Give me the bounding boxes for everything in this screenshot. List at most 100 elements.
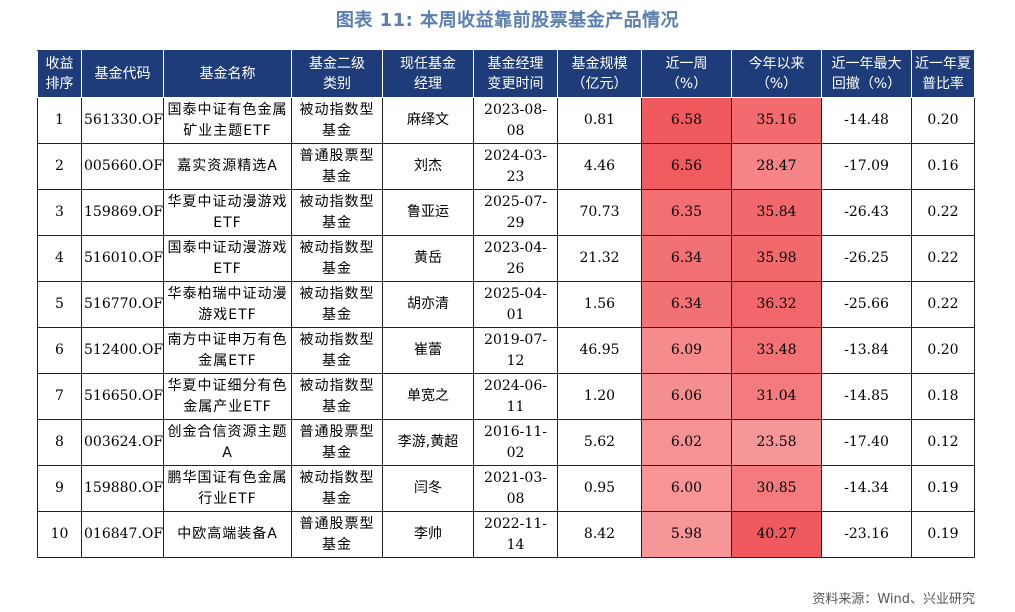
table-row: 7 516650.OF 华夏中证细分有色金属产业ETF 被动指数型基金 单宽之 2024-… [37,373,975,420]
cell-max-dd: -26.25 [821,235,912,282]
cell-size: 21.32 [557,235,642,282]
cell-change-date: 2024-03-23 [473,143,558,190]
cell-sharpe: 0.20 [911,97,975,144]
cell-code: 516010.OF [81,235,164,282]
column-header: 基金经理 变更时间 [473,50,558,98]
cell-sharpe: 0.18 [911,373,975,420]
cell-max-dd: -13.84 [821,327,912,374]
cell-ytd: 40.27 [731,511,822,558]
cell-max-dd: -26.43 [821,189,912,236]
cell-rank: 7 [37,373,82,420]
cell-ytd: 31.04 [731,373,822,420]
cell-sharpe: 0.16 [911,143,975,190]
cell-max-dd: -17.40 [821,419,912,466]
cell-ytd: 35.84 [731,189,822,236]
cell-week: 6.09 [641,327,732,374]
cell-size: 5.62 [557,419,642,466]
cell-change-date: 2016-11-02 [473,419,558,466]
cell-code: 512400.OF [81,327,164,374]
cell-change-date: 2024-06-11 [473,373,558,420]
cell-name: 华泰柏瑞中证动漫游戏ETF [163,281,292,328]
cell-manager: 胡亦清 [382,281,474,328]
cell-name: 南方中证申万有色金属ETF [163,327,292,374]
column-header: 收益 排序 [37,50,82,98]
cell-week: 6.34 [641,235,732,282]
cell-rank: 9 [37,465,82,512]
column-header: 现任基金 经理 [382,50,474,98]
cell-category: 被动指数型基金 [291,373,383,420]
table-header-row: 收益 排序 基金代码 基金名称 基金二级 类别 现任基金 经理 基金经理 变更时间 基金规模 （亿元）… [37,50,975,98]
column-header: 近一年最大 回撤（%） [821,50,912,98]
cell-change-date: 2021-03-08 [473,465,558,512]
column-header: 今年以来 （%） [731,50,822,98]
cell-week: 6.35 [641,189,732,236]
table-body: 1 561330.OF 国泰中证有色金属矿业主题ETF 被动指数型基金 麻绎文 2023-… [37,97,975,558]
table-row: 9 159880.OF 鹏华国证有色金属行业ETF 被动指数型基金 闫冬 2021-03-… [37,465,975,512]
table-row: 8 003624.OF 创金合信资源主题A 普通股票型基金 李游,黄超 2016-11-0… [37,419,975,466]
cell-category: 普通股票型基金 [291,511,383,558]
cell-week: 6.00 [641,465,732,512]
cell-name: 嘉实资源精选A [163,143,292,190]
cell-week: 6.02 [641,419,732,466]
cell-week: 6.58 [641,97,732,144]
cell-category: 被动指数型基金 [291,327,383,374]
cell-category: 普通股票型基金 [291,419,383,466]
cell-manager: 李帅 [382,511,474,558]
cell-ytd: 35.98 [731,235,822,282]
table-row: 4 516010.OF 国泰中证动漫游戏ETF 被动指数型基金 黄岳 2023-04-26… [37,235,975,282]
cell-ytd: 35.16 [731,97,822,144]
cell-rank: 10 [37,511,82,558]
cell-ytd: 36.32 [731,281,822,328]
cell-code: 003624.OF [81,419,164,466]
cell-max-dd: -14.85 [821,373,912,420]
cell-rank: 6 [37,327,82,374]
cell-size: 1.20 [557,373,642,420]
cell-size: 1.56 [557,281,642,328]
cell-manager: 李游,黄超 [382,419,474,466]
cell-code: 159869.OF [81,189,164,236]
cell-rank: 2 [37,143,82,190]
cell-week: 6.34 [641,281,732,328]
cell-manager: 刘杰 [382,143,474,190]
cell-size: 0.95 [557,465,642,512]
cell-name: 华夏中证动漫游戏ETF [163,189,292,236]
fund-table: 收益 排序 基金代码 基金名称 基金二级 类别 现任基金 经理 基金经理 变更时间 基金规模 （亿元）… [37,50,975,558]
cell-week: 6.06 [641,373,732,420]
cell-manager: 单宽之 [382,373,474,420]
cell-name: 华夏中证细分有色金属产业ETF [163,373,292,420]
cell-sharpe: 0.22 [911,235,975,282]
cell-category: 被动指数型基金 [291,281,383,328]
table-row: 5 516770.OF 华泰柏瑞中证动漫游戏ETF 被动指数型基金 胡亦清 2025-04… [37,281,975,328]
source-note: 资料来源：Wind、兴业研究 [812,592,975,607]
cell-manager: 麻绎文 [382,97,474,144]
cell-manager: 鲁亚运 [382,189,474,236]
cell-category: 被动指数型基金 [291,189,383,236]
cell-category: 被动指数型基金 [291,465,383,512]
cell-change-date: 2022-11-14 [473,511,558,558]
cell-size: 0.81 [557,97,642,144]
cell-size: 70.73 [557,189,642,236]
cell-manager: 黄岳 [382,235,474,282]
cell-code: 016847.OF [81,511,164,558]
cell-sharpe: 0.19 [911,511,975,558]
cell-change-date: 2019-07-12 [473,327,558,374]
cell-name: 国泰中证动漫游戏ETF [163,235,292,282]
column-header: 基金规模 （亿元） [557,50,642,98]
cell-size: 8.42 [557,511,642,558]
cell-ytd: 30.85 [731,465,822,512]
cell-max-dd: -25.66 [821,281,912,328]
cell-sharpe: 0.22 [911,281,975,328]
cell-ytd: 28.47 [731,143,822,190]
column-header: 基金代码 [81,50,164,98]
cell-size: 46.95 [557,327,642,374]
cell-rank: 1 [37,97,82,144]
cell-max-dd: -23.16 [821,511,912,558]
cell-ytd: 23.58 [731,419,822,466]
cell-category: 被动指数型基金 [291,97,383,144]
cell-rank: 8 [37,419,82,466]
cell-name: 创金合信资源主题A [163,419,292,466]
cell-max-dd: -17.09 [821,143,912,190]
page-title: 图表 11: 本周收益靠前股票基金产品情况 [335,10,680,31]
cell-code: 005660.OF [81,143,164,190]
cell-name: 中欧高端装备A [163,511,292,558]
